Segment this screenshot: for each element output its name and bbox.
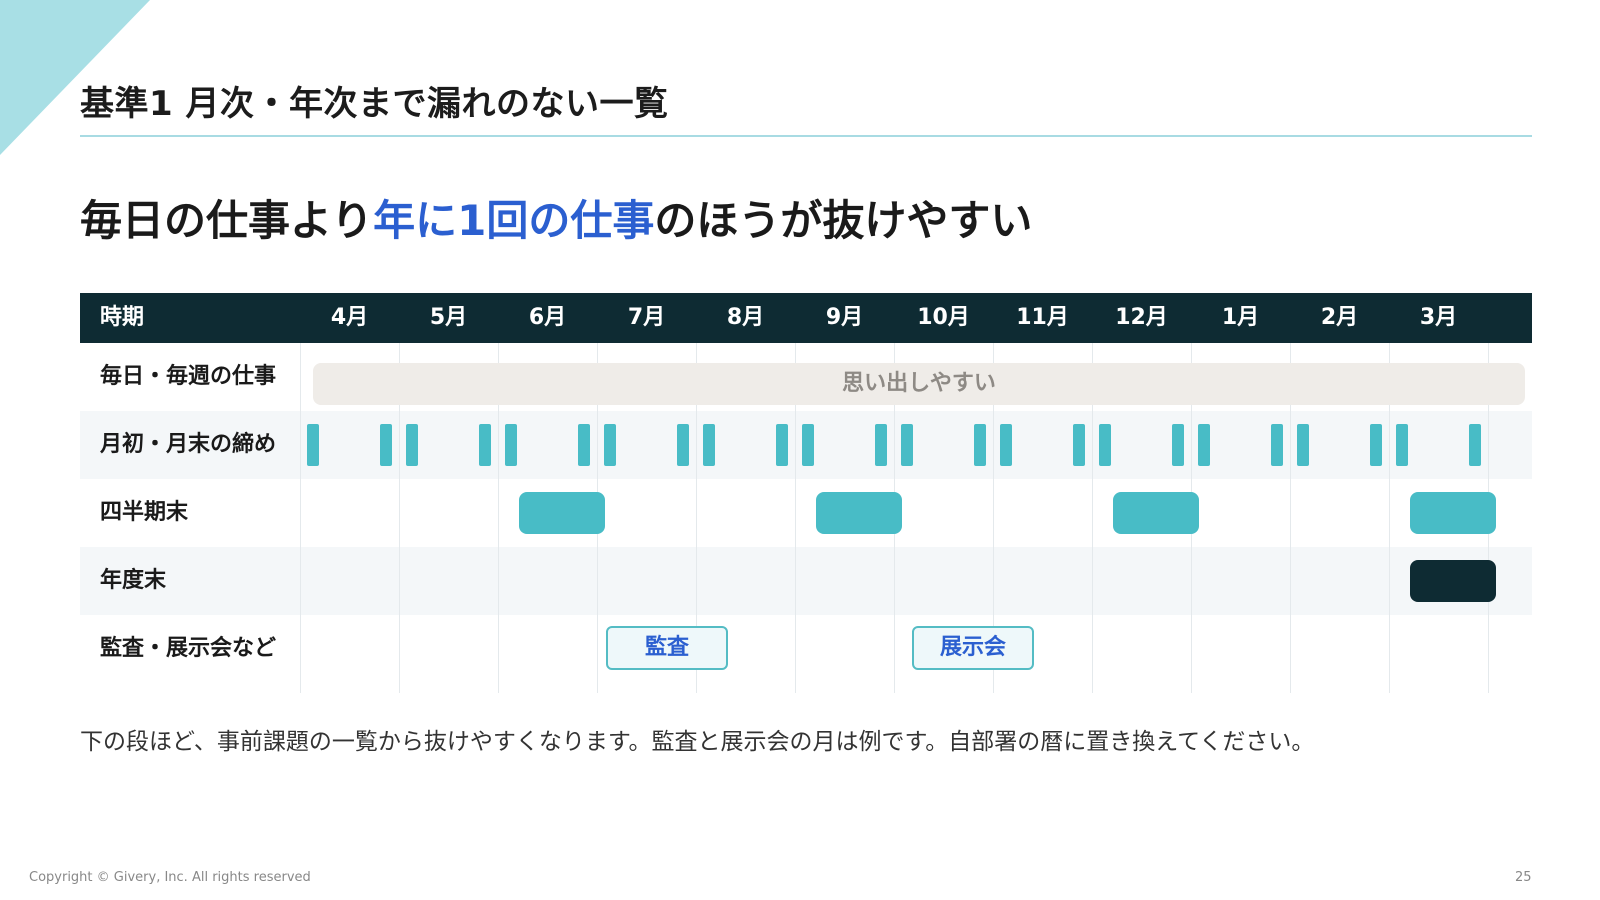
grid-line bbox=[1092, 343, 1093, 693]
grid-line bbox=[1290, 343, 1291, 693]
headline-before: 毎日の仕事より bbox=[80, 196, 374, 245]
copyright: Copyright © Givery, Inc. All rights rese… bbox=[29, 870, 311, 885]
fiscal-year-end-mar bbox=[1410, 560, 1496, 602]
month-end-mark bbox=[1073, 424, 1085, 466]
month-start-mark bbox=[1000, 424, 1012, 466]
month-end-mark bbox=[479, 424, 491, 466]
month-start-mark bbox=[406, 424, 418, 466]
header-month-sep: 9月 bbox=[825, 305, 864, 330]
month-end-mark bbox=[1469, 424, 1481, 466]
page-number: 25 bbox=[1515, 870, 1532, 885]
row-label-audit-exhibition: 監査・展示会など bbox=[100, 636, 277, 661]
headline-after: のほうが抜けやすい bbox=[654, 196, 1033, 245]
month-end-mark bbox=[677, 424, 689, 466]
grid-line bbox=[300, 343, 301, 693]
quarter-end-sep bbox=[816, 492, 902, 534]
month-start-mark bbox=[1099, 424, 1111, 466]
header-month-apr: 4月 bbox=[330, 305, 369, 330]
month-end-mark bbox=[578, 424, 590, 466]
month-end-mark bbox=[1370, 424, 1382, 466]
month-end-mark bbox=[974, 424, 986, 466]
month-start-mark bbox=[1198, 424, 1210, 466]
grid-line bbox=[399, 343, 400, 693]
header-month-dec: 12月 bbox=[1115, 305, 1168, 330]
header-month-oct: 10月 bbox=[917, 305, 970, 330]
row-audit-exhibition: 監査・展示会など bbox=[80, 615, 1532, 683]
month-start-mark bbox=[703, 424, 715, 466]
month-end-mark bbox=[875, 424, 887, 466]
corner-decoration bbox=[0, 0, 150, 155]
month-start-mark bbox=[307, 424, 319, 466]
quarter-end-mar bbox=[1410, 492, 1496, 534]
grid-line bbox=[1389, 343, 1390, 693]
event-exhibition: 展示会 bbox=[912, 626, 1034, 670]
row-label-fiscal-year-end: 年度末 bbox=[100, 568, 167, 593]
grid-line bbox=[498, 343, 499, 693]
month-end-mark bbox=[1172, 424, 1184, 466]
header-month-feb: 2月 bbox=[1320, 305, 1359, 330]
header-month-aug: 8月 bbox=[726, 305, 765, 330]
row-daily-weekly: 毎日・毎週の仕事 bbox=[80, 343, 1532, 411]
headline: 毎日の仕事より年に1回の仕事のほうが抜けやすい bbox=[80, 187, 1032, 248]
month-start-mark bbox=[505, 424, 517, 466]
annual-calendar-table: 時期 4月 5月 6月 7月 8月 9月 10月 11月 12月 1月 2月 3… bbox=[80, 293, 1532, 693]
section-title: 基準1 月次・年次まで漏れのない一覧 bbox=[80, 84, 669, 124]
month-start-mark bbox=[802, 424, 814, 466]
header-month-jul: 7月 bbox=[627, 305, 666, 330]
header-month-jun: 6月 bbox=[528, 305, 567, 330]
row-label-daily-weekly: 毎日・毎週の仕事 bbox=[100, 364, 277, 389]
header-month-jan: 1月 bbox=[1221, 305, 1260, 330]
month-start-mark bbox=[1396, 424, 1408, 466]
header-month-mar: 3月 bbox=[1419, 305, 1458, 330]
table-header: 時期 4月 5月 6月 7月 8月 9月 10月 11月 12月 1月 2月 3… bbox=[80, 293, 1532, 343]
event-audit: 監査 bbox=[606, 626, 728, 670]
grid-line bbox=[993, 343, 994, 693]
month-start-mark bbox=[604, 424, 616, 466]
header-month-may: 5月 bbox=[429, 305, 468, 330]
quarter-end-dec bbox=[1113, 492, 1199, 534]
row-quarter-end: 四半期末 bbox=[80, 479, 1532, 547]
header-month-nov: 11月 bbox=[1016, 305, 1069, 330]
month-start-mark bbox=[1297, 424, 1309, 466]
daily-weekly-band: 思い出しやすい bbox=[313, 363, 1525, 405]
title-divider bbox=[80, 135, 1532, 137]
row-label-quarter-end: 四半期末 bbox=[100, 500, 189, 525]
grid-line bbox=[795, 343, 796, 693]
month-end-mark bbox=[776, 424, 788, 466]
footnote: 下の段ほど、事前課題の一覧から抜けやすくなります。監査と展示会の月は例です。自部… bbox=[80, 729, 1315, 755]
month-end-mark bbox=[1271, 424, 1283, 466]
quarter-end-jun bbox=[519, 492, 605, 534]
row-label-month-close: 月初・月末の締め bbox=[100, 432, 277, 457]
row-fiscal-year-end: 年度末 bbox=[80, 547, 1532, 615]
grid-line bbox=[696, 343, 697, 693]
headline-highlight: 年に1回の仕事 bbox=[373, 196, 655, 245]
month-start-mark bbox=[901, 424, 913, 466]
header-period: 時期 bbox=[100, 305, 145, 330]
month-end-mark bbox=[380, 424, 392, 466]
